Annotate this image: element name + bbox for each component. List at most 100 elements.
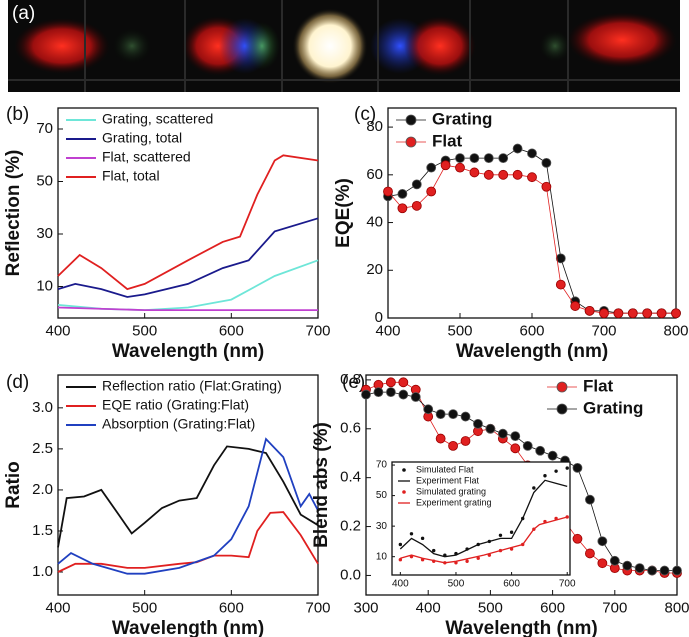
y-tick-label: 2.5 [32,440,53,457]
y-axis-label: Reflection (%) [3,150,24,277]
x-tick-label: 600 [219,322,244,339]
marker [473,418,483,429]
y-tick-label: 80 [366,118,383,135]
legend-label: Grating, scattered [102,111,213,127]
marker [572,533,583,544]
y-tick-label: 50 [376,490,388,501]
x-tick-label: 700 [602,599,627,616]
y-tick-label: 0.4 [340,469,361,486]
marker [634,563,645,574]
marker [361,389,371,400]
marker [642,308,653,319]
marker [426,186,437,197]
panel-label: (c) [354,104,376,125]
dot [554,469,558,473]
legend-label: Flat, total [102,168,160,184]
x-tick-label: 700 [591,322,616,339]
marker [398,389,409,400]
series-line [57,306,318,311]
x-axis-label: Wavelength (nm) [445,618,597,637]
series-line [57,154,319,291]
x-tick-label: 400 [45,322,70,339]
legend-marker [402,468,406,472]
x-tick-label: 400 [392,579,409,590]
y-tick-label: 0.8 [340,371,361,388]
y-tick-label: 30 [376,521,388,532]
marker [411,179,422,190]
x-tick-label: 500 [448,579,465,590]
y-tick-label: 50 [36,172,53,189]
marker [469,153,480,164]
marker [541,181,552,192]
marker [547,450,558,461]
marker [455,162,465,173]
marker [572,462,583,473]
x-tick-label: 600 [519,322,544,339]
legend-label: Simulated Flat [416,464,474,474]
y-tick-label: 0.6 [340,420,361,437]
legend-label: Grating [583,398,643,417]
marker [527,148,537,159]
x-tick-label: 600 [503,579,520,590]
marker [510,431,521,442]
series-line [399,479,568,558]
marker [597,558,608,569]
marker [385,377,396,388]
marker [522,440,533,451]
legend-label: Grating, total [102,130,182,146]
series-line [57,217,319,298]
legend-label: Absorption (Grating:Flat) [102,416,255,432]
marker [426,162,437,173]
panel-label: (e) [342,372,365,393]
marker [498,169,509,180]
y-tick-label: 70 [376,460,388,471]
marker [460,411,471,422]
legend-marker [402,490,406,494]
legend-marker [405,114,417,126]
marker [448,440,458,451]
y-tick-label: 2.0 [32,481,53,498]
marker [627,308,638,319]
marker [647,565,658,576]
legend-label: Flat [583,376,614,395]
y-tick-label: 0.2 [340,518,361,535]
marker [597,536,608,547]
x-tick-label: 400 [45,599,70,616]
legend-marker [556,403,568,415]
dot [420,536,425,541]
marker [609,555,620,566]
marker [397,189,408,199]
marker [671,308,681,319]
y-tick-label: 40 [366,214,383,231]
marker [423,404,434,415]
x-tick-label: 500 [132,322,157,339]
photo-strip [8,0,680,92]
y-tick-label: 3.0 [32,399,53,416]
marker [622,560,633,571]
marker [373,387,384,398]
y-axis-label: Ratio [3,461,24,509]
y-tick-label: 0.0 [340,566,361,583]
dot [409,532,414,536]
marker [555,253,566,264]
x-tick-label: 500 [478,599,503,616]
marker [527,172,537,183]
marker [455,153,465,164]
x-axis-label: Wavelength (nm) [112,618,264,637]
legend-marker [405,136,417,148]
panel-label: (b) [6,104,29,125]
marker [383,186,393,197]
x-tick-label: 600 [219,599,244,616]
marker [512,169,523,180]
marker [460,436,471,446]
y-tick-label: 20 [366,261,383,278]
plot-frame [387,107,677,319]
x-tick-label: 700 [305,322,330,339]
dot [398,542,403,547]
marker [512,143,523,154]
y-tick-label: 0 [375,309,383,326]
x-axis-label: Wavelength (nm) [112,341,264,362]
marker [469,167,480,178]
x-tick-label: 800 [663,322,688,339]
